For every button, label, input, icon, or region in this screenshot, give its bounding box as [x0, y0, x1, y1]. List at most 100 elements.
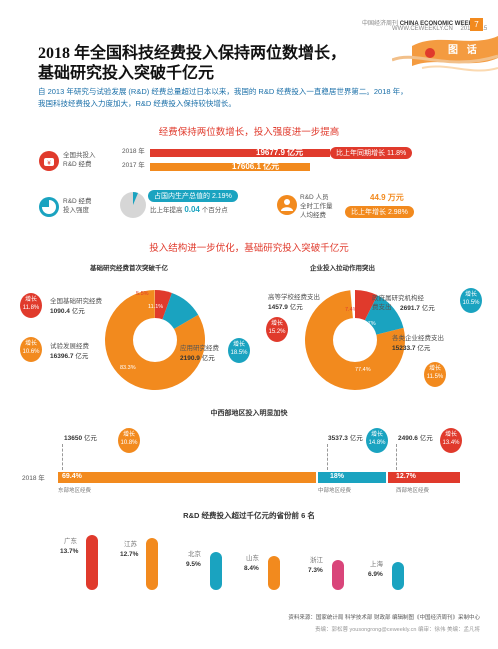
- svg-text:¥: ¥: [47, 161, 51, 167]
- province-value-jiangsu: 12.7%: [120, 551, 139, 558]
- east-growth-badge: 增长 10.8%: [118, 428, 140, 453]
- east-unit: 亿元: [83, 435, 97, 442]
- growth-pill: 比上年同期增长 11.8%: [330, 147, 413, 159]
- pie-chart-icon: [39, 197, 59, 217]
- exp-label: 试验发展经费: [50, 343, 89, 350]
- intro-paragraph: 自 2013 年研究与试验发展 (R&D) 经费总量超过日本以来，我国的 R&D…: [38, 86, 478, 110]
- applied-unit: 亿元: [201, 355, 215, 362]
- east-bar: [58, 472, 316, 483]
- bar-2018: [150, 149, 330, 157]
- left-pct-basic: 5.5%: [136, 291, 149, 297]
- intensity-pie: [120, 192, 146, 218]
- gdp-compare-pre: 比上年提高: [150, 207, 183, 214]
- decorative-ribbon-icon: [392, 36, 498, 72]
- section3-title: 中西部地区投入明显加快: [210, 410, 288, 417]
- title-line2: 基础研究投入突破千亿元: [38, 65, 215, 82]
- magazine-en: CHINA ECONOMIC WEEKLY: [399, 21, 480, 27]
- year-2018-label: 2018 年: [122, 148, 145, 155]
- west-growth-badge: 增长 13.4%: [440, 428, 462, 453]
- section2-title: 投入结构进一步优化，基础研究投入突破千亿元: [149, 243, 349, 254]
- gov-value: 2691.7: [400, 305, 420, 312]
- gov-unit: 亿元: [421, 305, 435, 312]
- province-name-guangdong: 广东: [64, 538, 77, 545]
- central-label: 中部地区经费: [318, 488, 352, 494]
- left-pct-applied: 11.1%: [148, 304, 164, 310]
- ent-growth-badge: 增长 11.5%: [424, 362, 446, 387]
- staff-value: 44.9 万元: [370, 193, 404, 202]
- west-value-row: 2490.6 亿元: [398, 434, 433, 443]
- province-bar-guangdong: [86, 535, 98, 590]
- applied-label: 应用研究经费: [180, 345, 219, 352]
- gdp-pill: 占国内生产总值的 2.19%: [148, 190, 238, 202]
- province-value-zhejiang: 7.3%: [308, 567, 323, 574]
- gov-growth-badge: 增长 10.5%: [460, 288, 482, 313]
- exp-value-row: 16396.7 亿元: [50, 352, 88, 361]
- province-bar-beijing: [210, 552, 222, 590]
- uni-growth-badge: 增长 15.2%: [266, 317, 288, 342]
- central-bar: [318, 472, 386, 483]
- applied-growth-badge: 增长 18.5%: [228, 338, 250, 363]
- applied-value: 2190.9: [180, 355, 200, 362]
- section1-title: 经费保持两位数增长，投入强度进一步提高: [158, 127, 340, 138]
- central-growth-badge: 增长 14.8%: [366, 428, 388, 453]
- region-year: 2018 年: [22, 475, 45, 482]
- west-leader: [396, 444, 397, 470]
- section-tag: 图 话: [448, 45, 480, 56]
- west-unit: 亿元: [419, 435, 433, 442]
- basic-value-row: 1090.4 亿元: [50, 307, 85, 316]
- right-pct-uni: 7.4%: [345, 307, 358, 313]
- gdp-compare: 比上年提高 0.04 个百分点: [150, 205, 228, 215]
- basic-unit: 亿元: [71, 308, 85, 315]
- exp-growth-badge: 增长 10.6%: [20, 337, 42, 362]
- basic-value: 1090.4: [50, 308, 70, 315]
- source-line: 资料来源：国家统计局 科学技术部 财政部 编辑制图《中国经济周刊》采制中心: [288, 615, 480, 621]
- intro-line2: 我国科技经费投入力度加大，R&D 经费投入保持较快增长。: [38, 99, 236, 108]
- east-value: 13650: [64, 435, 83, 442]
- uni-label: 高等学校经费支出: [268, 294, 320, 301]
- money-bag-icon: ¥: [39, 151, 59, 171]
- uni-value: 1457.9: [268, 304, 288, 311]
- person-icon: [277, 195, 297, 215]
- east-label: 东部地区经费: [58, 488, 92, 494]
- central-leader: [327, 444, 328, 470]
- east-value-row: 13650 亿元: [64, 434, 97, 443]
- magazine-name: 中国经济周刊 CHINA ECONOMIC WEEKLY: [362, 18, 480, 27]
- province-name-jiangsu: 江苏: [124, 541, 137, 548]
- left-pct-exp: 83.3%: [120, 365, 136, 371]
- gdp-compare-value: 0.04: [184, 205, 200, 214]
- province-name-shanghai: 上海: [370, 561, 383, 568]
- central-value: 3537.3: [328, 435, 348, 442]
- basic-growth-badge: 增长 11.8%: [20, 293, 42, 318]
- province-name-zhejiang: 浙江: [310, 557, 323, 564]
- applied-value-row: 2190.9 亿元: [180, 354, 215, 363]
- province-value-shanghai: 6.9%: [368, 571, 383, 578]
- section4-title: R&D 经费投入超过千亿元的省份前 6 名: [183, 511, 315, 520]
- province-bar-jiangsu: [146, 538, 158, 590]
- website: WWW.CEWEEKLY.CN: [392, 26, 453, 32]
- page-title: 2018 年全国科技经费投入保持两位数增长， 基础研究投入突破千亿元: [38, 44, 346, 84]
- year-2017-label: 2017 年: [122, 162, 145, 169]
- west-value: 2490.6: [398, 435, 418, 442]
- province-value-guangdong: 13.7%: [60, 548, 79, 555]
- province-value-shandong: 8.4%: [244, 565, 259, 572]
- ent-value-row: 15233.7 亿元: [392, 344, 430, 353]
- right-pct-gov: 13.7%: [360, 321, 376, 327]
- central-value-row: 3537.3 亿元: [328, 434, 363, 443]
- magazine-cn: 中国经济周刊: [362, 21, 399, 27]
- ent-value: 15233.7: [392, 345, 416, 352]
- gov-value-row: 2691.7 亿元: [400, 304, 435, 313]
- left-donut: [105, 290, 205, 390]
- ent-label: 各类企业经费支出: [392, 335, 444, 342]
- right-chart-title: 企业投入拉动作用突出: [310, 265, 375, 272]
- basic-label: 全国基础研究经费: [50, 298, 102, 305]
- east-pct: 69.4%: [62, 473, 82, 480]
- staff-label: R&D 人员 全时工作量 人均经费: [300, 194, 333, 219]
- exp-value: 16396.7: [50, 353, 74, 360]
- province-bar-zhejiang: [332, 560, 344, 590]
- central-unit: 亿元: [349, 435, 363, 442]
- exp-unit: 亿元: [75, 353, 89, 360]
- uni-unit: 亿元: [289, 304, 303, 311]
- west-bar: [388, 472, 460, 483]
- province-value-beijing: 9.5%: [186, 561, 201, 568]
- page-number: 7: [470, 18, 483, 31]
